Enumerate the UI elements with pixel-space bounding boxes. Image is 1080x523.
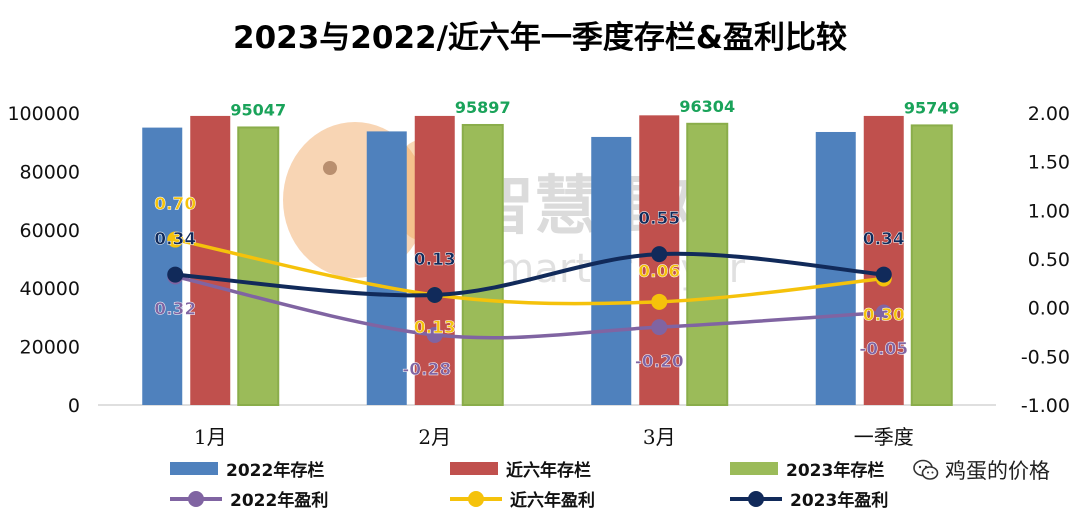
line-point-2022年盈利 <box>426 326 443 343</box>
bar-2023年存栏 <box>686 122 729 406</box>
line-data-label: 0.13 <box>414 250 456 270</box>
legend-item: 2023年存栏 <box>730 456 884 481</box>
line-data-label: 0.34 <box>154 230 196 250</box>
line-data-label: 0.34 <box>863 230 905 250</box>
legend-item: 近六年盈利 <box>450 486 595 511</box>
line-data-label: 0.30 <box>863 305 905 325</box>
source-tag: 鸡蛋的价格 <box>913 455 1050 485</box>
legend-label: 近六年盈利 <box>510 491 595 511</box>
line-data-label: 0.13 <box>414 318 456 338</box>
x-category-label: 3月 <box>643 425 676 449</box>
bar-2023年存栏 <box>237 126 280 406</box>
x-category-label: 1月 <box>194 425 227 449</box>
y-left-tick-label: 100000 <box>7 103 80 125</box>
bar-data-label: 96304 <box>679 97 735 116</box>
line-point-近六年盈利 <box>167 231 184 248</box>
line-data-label: 0.06 <box>638 262 680 282</box>
line-data-label: 0.32 <box>154 300 196 320</box>
legend-label: 2022年盈利 <box>230 491 329 511</box>
legend-label: 近六年存栏 <box>506 461 591 481</box>
legend-swatch <box>450 462 498 475</box>
y-right-tick-label: 1.50 <box>1028 152 1070 174</box>
line-point-2023年盈利 <box>875 266 892 283</box>
y-left-tick-label: 60000 <box>20 220 80 242</box>
y-right-tick-label: 1.00 <box>1028 200 1070 222</box>
bar-2023年存栏 <box>910 124 953 406</box>
y-left-tick-label: 0 <box>68 395 80 417</box>
bar-data-label: 95897 <box>455 98 511 117</box>
legend-label: 2023年存栏 <box>786 461 885 481</box>
line-2023年盈利 <box>175 251 884 298</box>
legend-item: 2022年盈利 <box>170 486 328 511</box>
legend-swatch <box>450 490 502 507</box>
line-data-label: -0.05 <box>859 340 908 360</box>
line-point-2023年盈利 <box>426 287 443 304</box>
x-category-label: 一季度 <box>854 425 914 449</box>
y-left-tick-label: 80000 <box>20 161 80 183</box>
bar-近六年存栏 <box>190 115 231 406</box>
wechat-icon <box>913 459 939 480</box>
x-category-label: 2月 <box>418 425 451 449</box>
bar-2022年存栏 <box>366 131 407 405</box>
legend-swatch <box>730 490 782 507</box>
legend-swatch <box>730 462 778 475</box>
bar-2022年存栏 <box>142 127 183 405</box>
legend-item: 2022年存栏 <box>170 456 324 481</box>
bar-近六年存栏 <box>414 115 455 406</box>
line-point-2023年盈利 <box>651 246 668 263</box>
y-right-tick-label: 0.50 <box>1028 249 1070 271</box>
line-data-label: 0.70 <box>154 195 196 215</box>
y-right-tick-label: 2.00 <box>1028 103 1070 125</box>
y-left-tick-label: 40000 <box>20 278 80 300</box>
chart-title: 2023与2022/近六年一季度存栏&盈利比较 <box>233 20 847 56</box>
legend-swatch <box>170 462 218 475</box>
bar-data-label: 95047 <box>230 100 286 119</box>
legend-item: 2023年盈利 <box>730 486 888 511</box>
y-right-tick-label: -1.00 <box>1021 395 1070 417</box>
line-2022年盈利 <box>174 274 884 340</box>
watermark-logo-eye <box>323 161 337 175</box>
bar-近六年存栏 <box>863 115 904 406</box>
line-data-label: -0.28 <box>402 360 451 380</box>
line-point-近六年盈利 <box>651 293 668 310</box>
legend-item: 近六年存栏 <box>450 456 591 481</box>
line-data-label: 0.55 <box>638 209 680 229</box>
bar-2023年存栏 <box>461 123 504 406</box>
bar-data-label: 95749 <box>904 98 960 117</box>
source-tag-text: 鸡蛋的价格 <box>945 459 1050 483</box>
line-近六年盈利 <box>174 237 884 306</box>
line-data-label: -0.20 <box>635 352 684 372</box>
legend-label: 2022年存栏 <box>226 461 325 481</box>
bar-2022年存栏 <box>591 136 632 405</box>
y-right-tick-label: -0.50 <box>1021 346 1070 368</box>
y-right-tick-label: 0.00 <box>1028 298 1070 320</box>
line-point-2022年盈利 <box>875 304 892 321</box>
line-point-2023年盈利 <box>167 266 184 283</box>
legend-swatch <box>170 490 222 507</box>
legend-label: 2023年盈利 <box>790 491 889 511</box>
line-point-2022年盈利 <box>651 319 668 336</box>
y-left-tick-label: 20000 <box>20 337 80 359</box>
